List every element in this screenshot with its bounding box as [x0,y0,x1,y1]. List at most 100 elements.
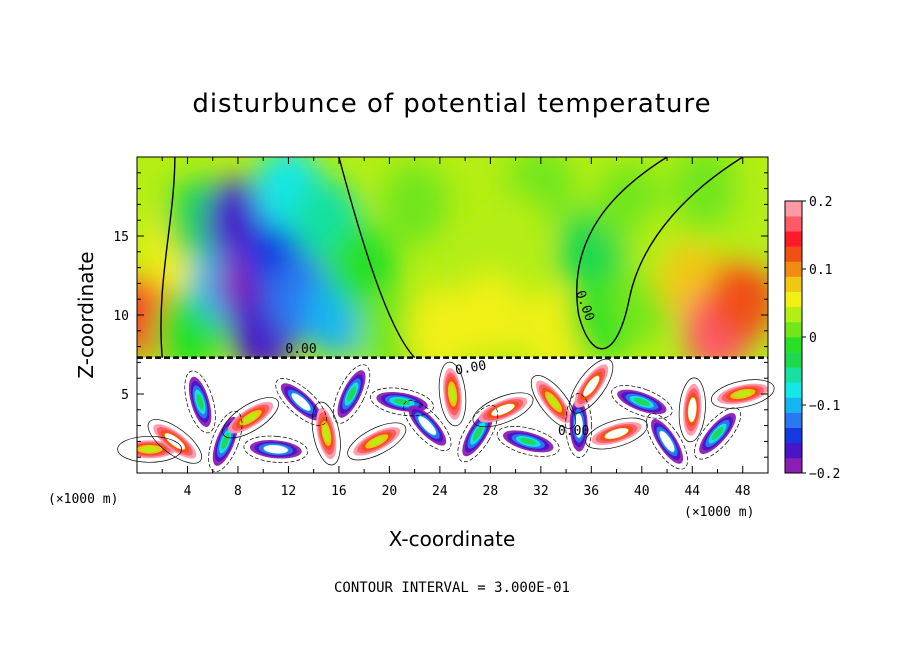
x-unit-right: (×1000 m) [684,505,754,520]
eddy-contour [565,393,593,458]
colorbar-swatch [785,216,802,232]
z-tick-label: 5 [121,388,129,403]
x-tick-label: 32 [533,484,549,499]
lower-eddy [535,380,571,424]
colorbar-tick-label: 0.1 [809,263,832,278]
x-tick-label: 28 [483,484,499,499]
colorbar-swatch [785,337,802,353]
colorbar: 0.2 0.1 0 −0.1 −0.2 [784,195,840,482]
eddy-contour [472,392,534,428]
lower-eddy [699,413,736,454]
eddy-contour [693,407,742,460]
eddy-band [547,395,560,409]
eddy-contour [457,404,498,463]
lower-eddy [591,422,642,445]
x-axis-label: X-coordinate [389,527,516,551]
x-tick-label: 4 [184,484,192,499]
colorbar-swatch [785,457,802,474]
x-tick-label: 12 [281,484,297,499]
eddy-band [472,426,483,441]
eddy-band [734,390,751,398]
z-axis: 5 10 15 [113,172,768,458]
eddy-contour [117,435,182,463]
lower-eddy [443,368,462,420]
eddy-contour [332,364,371,424]
lower-eddy [316,407,337,460]
colorbar-tick-label: −0.1 [809,399,840,414]
upper-field [137,157,768,358]
lower-eddy [574,364,609,408]
colorbar-swatch [785,201,802,217]
lower-eddy [337,370,366,418]
field-sample [380,162,449,247]
eddy-core [605,428,629,439]
eddy-core [574,413,583,438]
eddy-contour [403,400,452,451]
eddy-contour [496,426,560,457]
field-sample [405,288,474,358]
z-axis-label: Z-coordinate [74,251,98,378]
colorbar-tick-label: 0.2 [809,195,832,210]
eddy-core [291,393,311,411]
eddy-core [491,403,515,416]
eddy-contour [646,413,688,470]
eddy-core [688,397,697,422]
eddy-contour [184,370,216,434]
eddy-band [520,437,537,445]
eddy-core [263,445,288,454]
x-tick-label: 48 [735,484,751,499]
lower-eddy [650,419,684,464]
eddy-band [347,386,357,402]
lower-eddy [617,389,667,415]
lower-eddy [137,440,176,459]
eddy-contour [243,435,309,463]
colorbar-swatch [785,412,802,428]
colorbar-tick-label: 0 [809,331,817,346]
lower-eddy [188,376,212,428]
eddy-band [141,446,158,453]
colorbar-swatch [785,442,802,459]
colorbar-swatch [785,291,802,308]
field-sample [670,157,739,231]
x-tick-label: 36 [583,484,599,499]
eddy-band [369,436,385,446]
lower-eddy [249,440,302,459]
colorbar-swatch [785,352,802,368]
lower-eddy [717,383,768,405]
lower-eddy [228,401,274,434]
colorbar-swatch [785,367,802,383]
lower-eddy [478,396,528,423]
colorbar-swatch [785,397,802,413]
contour-label: 0.00 [285,342,316,357]
colorbar-swatch [785,382,802,398]
x-tick-label: 44 [684,484,700,499]
eddy-core [418,416,436,435]
x-tick-label: 8 [234,484,242,499]
lower-eddy [280,383,322,421]
plot-area: 0.000.000.000.00 [117,156,775,474]
eddy-band [196,393,204,410]
colorbar-tick-label: −0.2 [809,467,840,482]
eddy-core [659,431,675,452]
lower-eddy [683,383,702,436]
lower-eddy [502,430,554,453]
z-tick-label: 10 [113,309,129,324]
eddy-contour [222,397,279,439]
z-tick-label: 15 [113,230,129,245]
field-sample [330,225,399,310]
contour-lines [117,156,775,472]
eddy-band [449,385,456,403]
eddy-contour [275,378,327,426]
x-tick-label: 24 [432,484,448,499]
x-axis: 4 8 12 16 20 24 28 32 36 40 44 48 [161,157,769,499]
x-tick-label: 20 [382,484,398,499]
eddy-band [711,426,724,441]
colorbar-swatch [785,231,802,247]
contour-interval-note: CONTOUR INTERVAL = 3.000E-01 [334,580,570,596]
lower-eddy [408,405,447,446]
eddy-contour [311,401,341,466]
eddy-contour [347,422,407,461]
zero-contour-middle [338,156,416,359]
zero-contour-right [576,156,744,350]
x-tick-label: 40 [634,484,650,499]
